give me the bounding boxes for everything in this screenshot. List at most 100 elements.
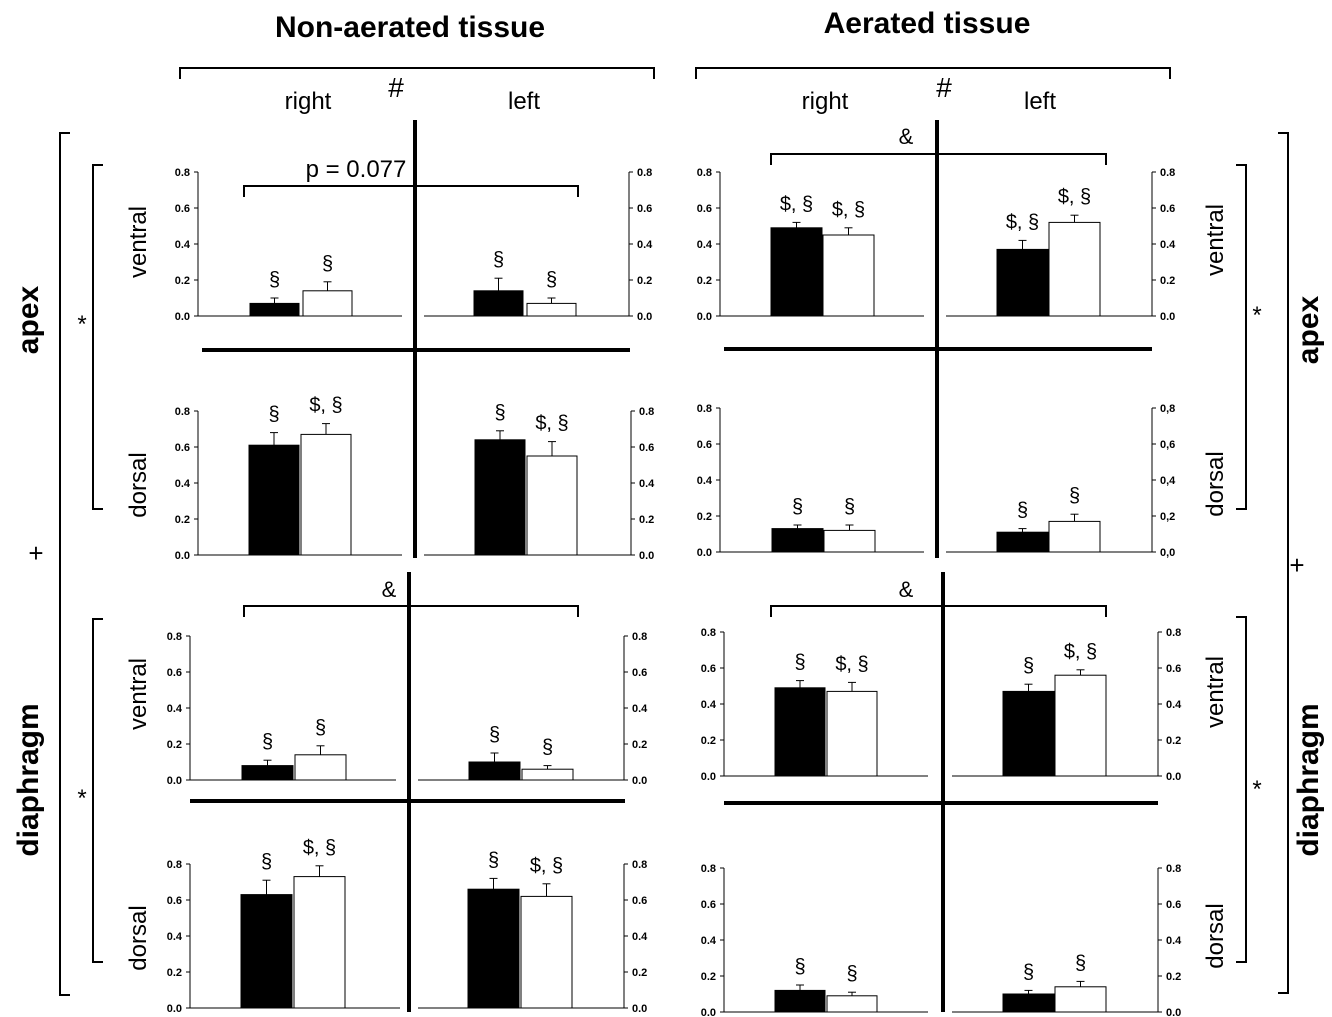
y-tick-label: 0.0	[1160, 311, 1175, 323]
bar	[774, 989, 826, 1013]
y-tick-label: 0.0	[701, 771, 716, 783]
bar	[248, 444, 300, 556]
significance-label: §	[315, 717, 326, 739]
bar	[293, 876, 346, 1009]
outer-bracket-left	[59, 132, 70, 996]
y-tick-label: 0.4	[1166, 699, 1182, 711]
bar	[1054, 986, 1107, 1013]
outer-bracket-right	[1278, 132, 1289, 994]
y-tick-label: 0.8	[1166, 863, 1181, 875]
bar	[294, 754, 347, 781]
y-tick-label: 0.6	[701, 663, 716, 675]
y-tick-label: 0.6	[1166, 899, 1181, 911]
significance-label: §	[546, 269, 557, 291]
panel-ae-dia-ventral-right: 0.0 0.2 0.4 0.6 0.8 § $, §	[701, 627, 928, 783]
y-tick-label: 0.6	[175, 203, 190, 215]
y-tick-label: 0.0	[175, 311, 190, 323]
hash-nonaerated: #	[388, 72, 404, 103]
y-tick-label: 0.0	[639, 550, 654, 562]
bar	[996, 248, 1049, 317]
y-tick-label: 0.6	[637, 203, 652, 215]
bar-panels: 0.0 0.2 0.4 0.6 0.8 § § 0.0 0.2 0.4 0.6 0.8 § § 0.0 0.2…	[167, 167, 1182, 1017]
panel-ae-dia-ventral-left: 0.0 0.2 0.4 0.6 0.8 § $, §	[952, 627, 1182, 783]
y-tick-label: 0.4	[175, 239, 191, 251]
y-tick-label: 0.2	[701, 735, 716, 747]
significance-label: §	[269, 269, 280, 291]
star-right-apex: *	[1252, 302, 1261, 329]
y-tick-label: 0,6	[1160, 439, 1175, 451]
side-label-dorsal-na-apex: dorsal	[125, 452, 152, 517]
y-tick-label: 0.6	[697, 439, 712, 451]
bar	[468, 761, 521, 781]
inner-bracket-right-apex	[1236, 164, 1247, 510]
y-tick-label: 0,0	[1160, 547, 1175, 559]
bar	[823, 529, 876, 553]
y-tick-label: 0.2	[175, 514, 190, 526]
y-tick-label: 0.4	[697, 475, 713, 487]
panel-ae-apex-dorsal-left: 0,0 0,2 0,4 0,6 0,8 § §	[946, 403, 1176, 559]
significance-label: §	[1017, 500, 1028, 522]
side-label-ventral-ae-dia: ventral	[1202, 656, 1229, 728]
title-aerated: Aerated tissue	[824, 7, 1031, 40]
label-right-nonaerated: right	[285, 88, 332, 115]
region-label-apex-right: apex	[1292, 296, 1325, 365]
y-tick-label: 0.6	[701, 899, 716, 911]
significance-label: §	[542, 737, 553, 759]
significance-label: §	[792, 496, 803, 518]
bar	[520, 895, 573, 1009]
significance-label: §	[262, 731, 273, 753]
bar	[826, 995, 878, 1013]
y-tick-label: 0.0	[637, 311, 652, 323]
bar	[467, 888, 520, 1009]
bar	[526, 302, 577, 317]
panel-na-dia-ventral-left: 0.0 0.2 0.4 0.6 0.8 § §	[418, 631, 648, 787]
y-tick-label: 0.8	[1166, 627, 1181, 639]
side-label-ventral-na-dia: ventral	[125, 658, 152, 730]
bar	[1054, 674, 1107, 777]
significance-label: $, §	[309, 395, 342, 417]
y-tick-label: 0.4	[175, 478, 191, 490]
y-tick-label: 0,4	[1160, 475, 1176, 487]
y-tick-label: 0.2	[1160, 275, 1175, 287]
significance-label: §	[846, 963, 857, 985]
significance-label: $, §	[780, 193, 813, 215]
y-tick-label: 0,2	[1160, 511, 1175, 523]
significance-label: $, §	[303, 837, 336, 859]
y-tick-label: 0.2	[167, 967, 182, 979]
y-tick-label: 0.8	[701, 863, 716, 875]
panel-na-apex-dorsal-left: 0.0 0.2 0.4 0.6 0.8 § $, §	[424, 402, 655, 562]
significance-label: $, §	[1064, 641, 1097, 663]
inner-bracket-left-dia	[92, 618, 103, 963]
significance-label: §	[1075, 952, 1086, 974]
panel-na-dia-dorsal-left: 0.0 0.2 0.4 0.6 0.8 § $, §	[418, 849, 648, 1015]
panel-na-apex-ventral-left: 0.0 0.2 0.4 0.6 0.8 § §	[424, 167, 653, 323]
significance-label: §	[268, 404, 279, 426]
side-label-dorsal-na-dia: dorsal	[125, 905, 152, 970]
y-tick-label: 0.0	[1166, 1007, 1181, 1017]
y-tick-label: 0.8	[167, 631, 182, 643]
significance-label: $, §	[1006, 211, 1039, 233]
y-tick-label: 0.4	[701, 935, 717, 947]
y-tick-label: 0.4	[167, 703, 183, 715]
star-left-dia: *	[77, 785, 86, 812]
significance-label: §	[489, 724, 500, 746]
bar	[241, 765, 294, 781]
significance-label: $, §	[1058, 186, 1091, 208]
bar	[774, 687, 826, 777]
y-tick-label: 0.0	[632, 1003, 647, 1015]
label-right-aerated: right	[802, 88, 849, 115]
y-tick-label: 0.6	[175, 442, 190, 454]
y-tick-label: 0.6	[639, 442, 654, 454]
y-tick-label: 0.2	[632, 967, 647, 979]
y-tick-label: 0.2	[632, 739, 647, 751]
panel-ae-dia-dorsal-right: 0.0 0.2 0.4 0.6 0.8 § §	[701, 863, 928, 1017]
side-label-ventral-ae-apex: ventral	[1202, 204, 1229, 276]
y-tick-label: 0.4	[167, 931, 183, 943]
y-tick-label: 0.8	[175, 406, 190, 418]
y-tick-label: 0.8	[697, 167, 712, 179]
y-tick-label: 0.6	[632, 895, 647, 907]
significance-label: §	[1069, 485, 1080, 507]
bracket-aerated	[695, 67, 1171, 79]
bar	[521, 768, 574, 781]
y-tick-label: 0.0	[167, 1003, 182, 1015]
